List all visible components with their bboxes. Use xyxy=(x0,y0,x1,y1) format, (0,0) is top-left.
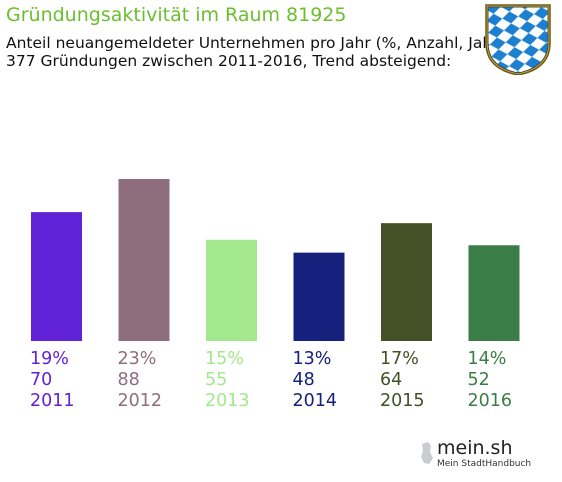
count-label-2011: 70 xyxy=(30,370,52,390)
percent-label-2012: 23% xyxy=(118,349,157,369)
logo-tagline: Mein StadtHandbuch xyxy=(437,459,532,469)
count-label-2016: 52 xyxy=(468,370,490,390)
bar-2016 xyxy=(468,245,520,341)
bar-2011 xyxy=(31,212,82,341)
germany-map-icon xyxy=(421,442,433,464)
bar-2015 xyxy=(381,223,432,341)
chart-title: Gründungsaktivität im Raum 81925 xyxy=(6,4,347,26)
chart-subtitle-1: Anteil neuangemeldeter Unternehmen pro J… xyxy=(6,34,505,52)
percent-label-2015: 17% xyxy=(380,349,419,369)
logo-text: mein.sh xyxy=(437,437,513,459)
year-label-2016: 2016 xyxy=(468,391,513,411)
percent-label-2014: 13% xyxy=(293,349,332,369)
bar-2013 xyxy=(206,239,257,341)
mein-sh-logo xyxy=(416,434,526,472)
count-label-2012: 88 xyxy=(118,370,140,390)
year-label-2013: 2013 xyxy=(205,391,250,411)
year-label-2014: 2014 xyxy=(293,391,338,411)
bar-2014 xyxy=(293,252,345,341)
year-label-2011: 2011 xyxy=(30,391,75,411)
percent-label-2013: 15% xyxy=(205,349,244,369)
count-label-2015: 64 xyxy=(380,370,402,390)
year-label-2015: 2015 xyxy=(380,391,425,411)
bar-2012 xyxy=(118,179,170,341)
percent-label-2016: 14% xyxy=(468,349,507,369)
bavarian-lozenge-crest-icon xyxy=(485,4,551,75)
year-label-2012: 2012 xyxy=(118,391,163,411)
count-label-2013: 55 xyxy=(205,370,227,390)
count-label-2014: 48 xyxy=(293,370,315,390)
percent-label-2011: 19% xyxy=(30,349,69,369)
chart-subtitle-2: 377 Gründungen zwischen 2011-2016, Trend… xyxy=(6,52,452,70)
